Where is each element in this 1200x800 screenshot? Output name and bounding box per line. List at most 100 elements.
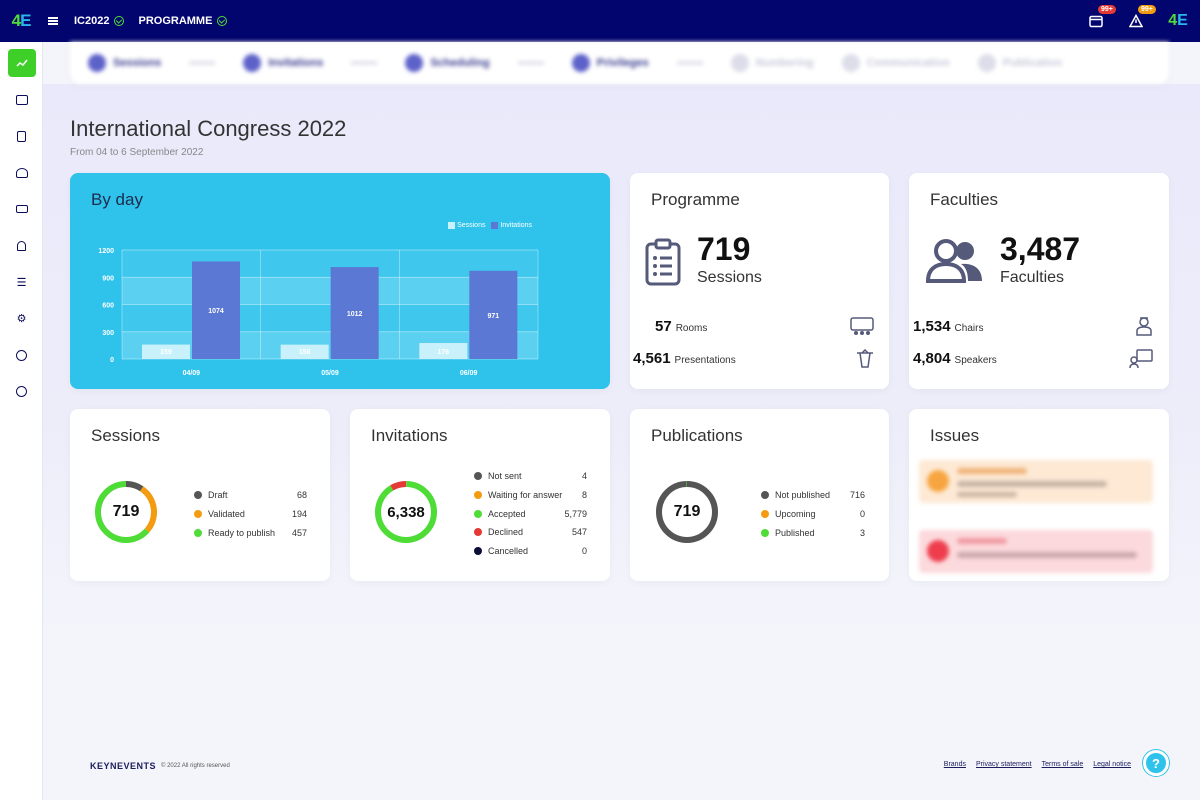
gear-icon: ⚙	[16, 313, 27, 326]
step-invitations[interactable]: Invitations	[243, 54, 323, 72]
legend-item: Cancelled 0	[474, 542, 587, 561]
numbering-step-icon	[730, 54, 749, 72]
legend-dot	[474, 491, 482, 500]
step-publication[interactable]: Publication	[977, 54, 1062, 72]
step-numbering[interactable]: Numbering	[730, 54, 814, 72]
y-tick-label: 600	[102, 303, 114, 310]
calendar-notification-button[interactable]: 99+	[1076, 0, 1116, 42]
legend-dot	[194, 491, 202, 500]
legend-value: 3	[859, 527, 865, 538]
legend-value: 5,779	[564, 508, 587, 519]
footer-link-brands[interactable]: Brands	[943, 761, 966, 768]
menu-icon[interactable]	[48, 17, 58, 25]
chart-legend: Sessions Invitations	[442, 222, 532, 229]
step-sessions[interactable]: Sessions	[88, 54, 161, 72]
x-tick-label: 05/09	[321, 370, 339, 377]
y-tick-label: 0	[110, 357, 114, 364]
legend-value: 8	[581, 490, 587, 501]
warning-icon	[1129, 14, 1143, 28]
legend-value: 457	[291, 527, 307, 538]
grid-band	[122, 331, 538, 359]
legend-item-sessions[interactable]: Sessions	[448, 222, 485, 229]
publications-legend: Not published 716 Upcoming 0 Published 3	[761, 486, 865, 542]
legend-item-invitations[interactable]: Invitations	[491, 222, 532, 229]
footer-link-legal[interactable]: Legal notice	[1093, 761, 1131, 768]
help-button[interactable]: ?	[1143, 750, 1169, 776]
sidebar: ☰ ⚙	[0, 42, 43, 800]
help-icon	[16, 349, 27, 361]
faculties-count: 3,487	[1000, 231, 1081, 267]
footer-link-terms[interactable]: Terms of sale	[1041, 761, 1084, 768]
step-label: Sessions	[113, 57, 162, 69]
card-title: Publications	[651, 426, 743, 445]
presentations-stat: 4,561 Presentations	[633, 350, 736, 367]
lectern-icon	[857, 349, 873, 368]
legend-dot	[194, 510, 202, 519]
step-connector	[189, 62, 216, 64]
chairs-stat: 1,534 Chairs	[913, 318, 984, 335]
sidebar-item-rooms[interactable]	[0, 191, 43, 228]
publications-card[interactable]: Publications 719 Not published 716 Upcomin…	[630, 409, 889, 581]
legend-label: Sessions	[457, 222, 486, 229]
legend-value: 547	[571, 527, 587, 538]
copyright: © 2022 All rights reserved	[161, 763, 230, 769]
bar-value-label: 158	[299, 349, 311, 356]
sidebar-item-clipboard[interactable]	[0, 118, 43, 155]
donut-segment	[656, 481, 718, 543]
page-subtitle: From 04 to 6 September 2022	[70, 147, 204, 158]
sidebar-item-help[interactable]	[0, 337, 43, 374]
y-tick-label: 1200	[98, 248, 114, 255]
sidebar-item-dashboard[interactable]	[0, 45, 43, 82]
invitations-card[interactable]: Invitations 6,338 Not sent 4 Waiting for a…	[350, 409, 610, 581]
legend-dot	[194, 528, 202, 537]
sidebar-item-list[interactable]: ☰	[0, 264, 43, 301]
footer-logo[interactable]: KEYNEVENTS	[90, 761, 157, 771]
sidebar-item-notifications[interactable]	[0, 228, 43, 265]
programme-card[interactable]: Programme 719 Sessions 57 Rooms 4,561 Pres…	[630, 173, 889, 389]
legend-dot	[761, 528, 769, 537]
legend-dot	[474, 509, 482, 518]
notification-badge: 99+	[1138, 5, 1156, 14]
sidebar-item-users[interactable]	[0, 155, 43, 192]
footer-link-privacy[interactable]: Privacy statement	[975, 761, 1032, 768]
step-label: Scheduling	[430, 57, 490, 69]
warning-icon	[927, 470, 949, 492]
legend-dot	[474, 547, 482, 556]
step-connector	[517, 62, 544, 64]
legend-label: Invitations	[500, 222, 532, 229]
bar-invitations	[469, 270, 518, 359]
x-tick-label: 06/09	[460, 370, 478, 377]
card-title: Issues	[930, 426, 980, 445]
breadcrumb-event[interactable]: IC2022	[74, 15, 125, 27]
sessions-card[interactable]: Sessions 719 Draft 68 Validated 194 Ready to…	[70, 409, 330, 581]
step-communication[interactable]: Communication	[841, 54, 950, 72]
users-icon	[925, 239, 982, 283]
chart-icon	[7, 49, 36, 78]
issues-error-panel[interactable]	[919, 530, 1153, 573]
card-title: Sessions	[91, 426, 160, 445]
issues-card[interactable]: Issues	[909, 409, 1169, 581]
sidebar-item-calendar[interactable]	[0, 82, 43, 119]
issues-warning-panel[interactable]	[919, 460, 1153, 503]
publications-total: 719	[673, 503, 701, 520]
step-privileges[interactable]: Privileges	[571, 54, 649, 72]
legend-value: 4	[581, 471, 587, 482]
legend-label: Waiting for answer	[488, 490, 563, 501]
legend-item: Published 3	[761, 523, 865, 542]
sidebar-item-settings[interactable]: ⚙	[0, 301, 43, 338]
sessions-step-icon	[88, 54, 106, 72]
publication-step-icon	[977, 54, 996, 72]
legend-label: Declined	[488, 527, 524, 538]
step-scheduling[interactable]: Scheduling	[405, 54, 490, 72]
step-connector	[351, 62, 378, 64]
warning-notification-button[interactable]: 99+	[1116, 0, 1156, 42]
sessions-label: Sessions	[697, 269, 762, 286]
legend-label: Draft	[208, 490, 228, 501]
workflow-steps: Sessions Invitations Scheduling Privileg…	[70, 42, 1169, 84]
breadcrumb-module[interactable]: PROGRAMME	[138, 15, 228, 27]
faculties-card[interactable]: Faculties 3,487 Faculties 1,534 Chairs 4,…	[909, 173, 1169, 389]
invitations-legend: Not sent 4 Waiting for answer 8 Accepted 5,77…	[474, 467, 587, 560]
sidebar-item-support[interactable]	[0, 374, 43, 411]
